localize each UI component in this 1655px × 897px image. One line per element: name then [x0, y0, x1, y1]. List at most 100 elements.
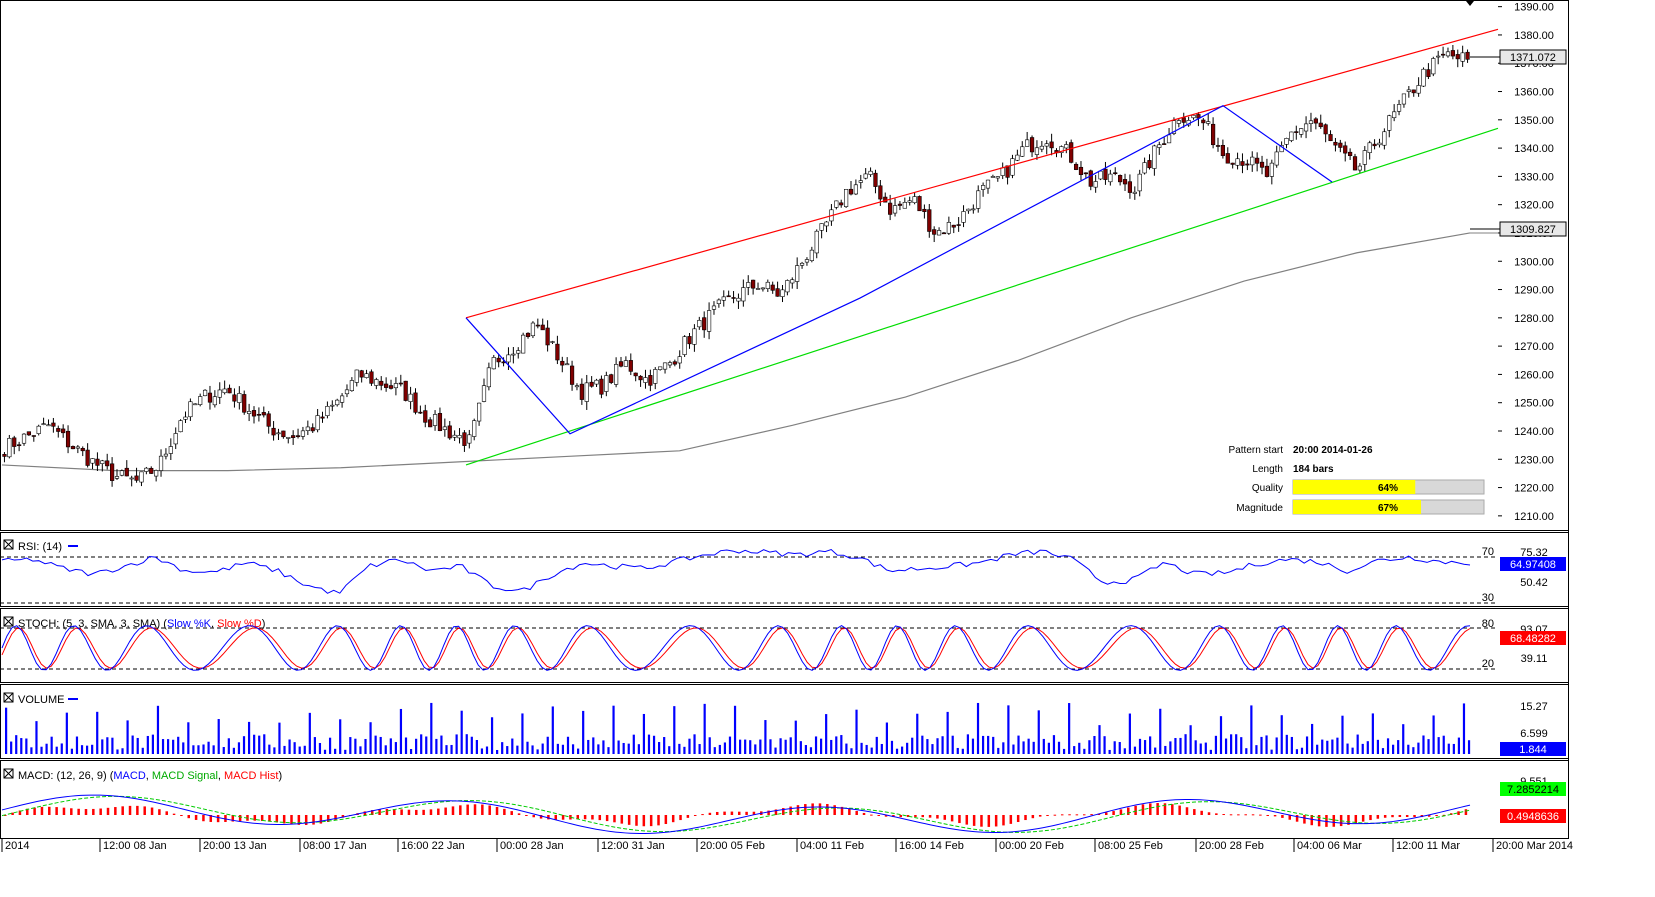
volume-bar: [971, 738, 975, 754]
volume-bar: [172, 739, 175, 754]
volume-bar: [1118, 742, 1121, 754]
volume-bar: [1250, 705, 1253, 754]
macd-hist-bar: [415, 809, 418, 815]
price-tick-label: 1300.00: [1514, 256, 1554, 268]
volume-bar: [1295, 749, 1299, 754]
macd-hist-bar: [70, 808, 73, 815]
macd-hist-bar: [958, 815, 961, 824]
volume-bar: [992, 736, 995, 754]
scroll-down-icon[interactable]: [1466, 1, 1474, 6]
volume-bars: [5, 702, 1471, 754]
macd-hist-bar: [811, 803, 814, 815]
volume-bar: [759, 739, 762, 754]
volume-bar: [1331, 739, 1334, 754]
candle-body: [1294, 131, 1299, 133]
volume-bar: [1457, 737, 1461, 754]
macd-hist-bar: [1303, 815, 1306, 824]
candle-body: [139, 471, 144, 483]
macd-hist-bar: [1009, 815, 1013, 824]
macd-hist-bar: [106, 807, 110, 815]
ma-value: 1309.827: [1510, 224, 1556, 236]
candle-body: [1372, 143, 1377, 147]
volume-bar: [1164, 745, 1167, 754]
candle-body: [809, 249, 814, 261]
volume-bar: [1245, 748, 1248, 754]
candle-body: [618, 361, 624, 367]
macd-hist-bar: [495, 806, 499, 815]
volume-bar: [739, 739, 742, 754]
candle-body: [408, 393, 413, 402]
candle-body: [1445, 51, 1451, 57]
macd-hist-bar: [1068, 814, 1071, 816]
candle-body: [1059, 146, 1064, 153]
macd-polyline: [1, 794, 1471, 834]
candle-body: [985, 179, 991, 189]
macd-hist-bar: [671, 815, 675, 823]
macd-hist-bar: [745, 811, 748, 815]
candle-body: [1245, 163, 1250, 166]
candle-body: [936, 230, 942, 236]
volume-bar: [1022, 741, 1025, 754]
candle-body: [966, 208, 971, 212]
candle-body: [1039, 145, 1044, 150]
candle-body: [428, 419, 433, 428]
macd-hist-bar: [407, 809, 411, 815]
macd-hist-bar: [642, 815, 646, 827]
macd-hist-bar: [1244, 814, 1247, 816]
volume-bar: [1230, 734, 1233, 754]
macd-hist-bar: [84, 809, 88, 815]
volume-bar: [1057, 741, 1061, 754]
candle-body: [912, 196, 917, 204]
macd-hist-bar: [488, 805, 491, 815]
macd-hist-bar: [77, 808, 80, 815]
candle-body: [927, 209, 932, 232]
candle-body: [1088, 170, 1093, 187]
candle-body: [1318, 122, 1323, 128]
candle-body: [95, 458, 100, 466]
volume-bar: [850, 748, 853, 754]
candle-body: [1338, 142, 1343, 148]
volume-bar: [146, 735, 149, 754]
candle-body: [770, 284, 775, 291]
candle-body: [1259, 161, 1265, 168]
volume-bar: [45, 743, 48, 754]
volume-bar: [496, 749, 499, 754]
volume-bar: [409, 748, 413, 754]
macd-hist-bar: [649, 815, 653, 827]
macd-hist-bar: [826, 803, 829, 815]
volume-bar: [566, 736, 570, 754]
candle-body: [814, 230, 819, 254]
macd-hist-bar: [231, 815, 235, 822]
macd-hist-bar: [539, 815, 543, 819]
candle-body: [70, 446, 76, 450]
rsi-pane: RSI: (14) 70 30 75.32 50.42 64.97408: [0, 539, 1566, 604]
volume-bar: [627, 743, 630, 754]
volume-bar: [60, 743, 63, 754]
macd-hist-bar: [1354, 815, 1358, 824]
candle-body: [90, 458, 95, 464]
rsi-line: [1, 548, 1471, 594]
volume-bar: [1402, 724, 1405, 754]
volume-bar: [136, 737, 139, 754]
volume-bar: [1300, 747, 1304, 754]
candle-body: [1411, 89, 1416, 94]
volume-bar: [420, 734, 423, 754]
macd-hist-bar: [290, 815, 293, 825]
volume-bar: [15, 735, 18, 754]
macd-hist-bar: [730, 811, 734, 815]
price-tick-label: 1230.00: [1514, 454, 1554, 466]
volume-bar: [764, 720, 767, 754]
candle-body: [843, 188, 849, 207]
volume-bar: [900, 746, 904, 754]
volume-bar: [1138, 738, 1142, 754]
volume-bar: [232, 747, 235, 754]
volume-bar: [956, 747, 959, 754]
time-tick-label: 16:00 22 Jan: [401, 840, 465, 852]
candle-body: [888, 202, 893, 215]
candle-body: [388, 385, 394, 389]
macd-hist-bar: [1134, 805, 1137, 815]
macd-hist-bar: [143, 806, 146, 815]
candle-body: [1201, 119, 1206, 124]
volume-bar: [1052, 735, 1056, 754]
macd-hist-bar: [429, 809, 433, 815]
